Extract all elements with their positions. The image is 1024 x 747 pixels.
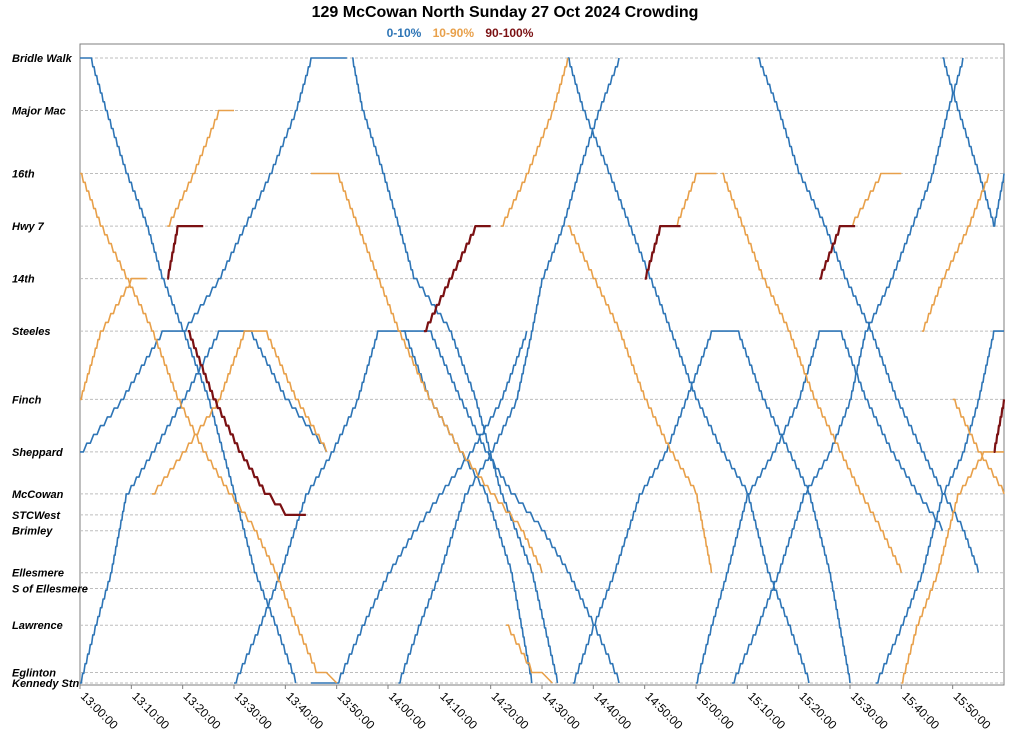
x-tick-label: 14:50:00: [643, 689, 686, 732]
series-line: [921, 173, 990, 332]
x-tick-label: 13:40:00: [283, 689, 326, 732]
series-line: [567, 57, 810, 684]
stop-label: Finch: [12, 394, 42, 406]
series-line: [167, 225, 204, 280]
series-line: [352, 57, 559, 684]
series-line: [757, 57, 980, 573]
stop-label: S of Ellesmere: [12, 583, 88, 595]
series-line: [403, 330, 620, 684]
series-line: [234, 330, 533, 684]
series-line: [80, 172, 338, 684]
series-line: [721, 172, 903, 573]
stop-label: Hwy 7: [12, 221, 45, 233]
x-tick-label: 15:30:00: [848, 689, 891, 732]
x-tick-label: 14:10:00: [437, 689, 480, 732]
x-tick-label: 14:40:00: [591, 689, 634, 732]
series-line: [167, 109, 234, 227]
x-tick-label: 15:40:00: [899, 689, 942, 732]
x-tick-label: 14:00:00: [386, 689, 429, 732]
series-line: [942, 57, 1005, 227]
x-tick-label: 14:30:00: [540, 689, 583, 732]
stop-label: McCowan: [12, 489, 64, 501]
stop-label: Kennedy Stn: [12, 678, 80, 690]
x-tick-label: 14:20:00: [489, 689, 532, 732]
x-tick-label: 13:30:00: [232, 689, 275, 732]
stop-label: STCWest: [12, 510, 61, 522]
series-line: [423, 225, 491, 333]
legend-entry-low: 0-10%: [386, 26, 422, 40]
series-line: [187, 330, 306, 516]
x-tick-label: 15:10:00: [745, 689, 788, 732]
series-line: [80, 57, 347, 453]
x-tick-label: 15:20:00: [797, 689, 840, 732]
stop-label: 14th: [12, 274, 35, 286]
stop-label: Major Mac: [12, 106, 66, 118]
series-line: [80, 330, 328, 684]
x-tick-label: 13:00:00: [78, 689, 121, 732]
x-tick-label: 15:00:00: [694, 689, 737, 732]
chart-title: 129 McCowan North Sunday 27 Oct 2024 Cro…: [311, 4, 699, 21]
x-tick-label: 15:50:00: [951, 689, 994, 732]
series-line: [850, 172, 902, 227]
stop-label: Eglinton: [12, 667, 56, 679]
series-line: [500, 57, 569, 227]
series-line: [506, 624, 553, 684]
series-line: [572, 330, 851, 684]
x-tick-label: 13:20:00: [181, 689, 224, 732]
series-line: [567, 225, 713, 573]
series-line: [993, 399, 1006, 453]
series-line: [696, 330, 944, 684]
stop-label: Sheppard: [12, 447, 63, 459]
stop-label: Ellesmere: [12, 568, 64, 580]
stop-label: Steeles: [12, 326, 51, 338]
series-line: [675, 172, 717, 227]
series-line: [80, 277, 147, 401]
stop-label: Bridle Walk: [12, 53, 73, 65]
legend: 0-10% 10-90% 90-100%: [0, 26, 920, 40]
series-line: [311, 330, 528, 684]
x-tick-label: 13:50:00: [335, 689, 378, 732]
series-line: [644, 225, 681, 280]
series-line: [398, 57, 620, 684]
stop-label: Brimley: [12, 526, 53, 538]
series-line: [952, 398, 1005, 495]
series-line: [151, 330, 328, 495]
series-line: [80, 57, 297, 684]
series-line: [819, 225, 856, 280]
stop-label: 16th: [12, 169, 35, 181]
x-tick-label: 13:10:00: [129, 689, 172, 732]
series-line: [875, 330, 1004, 684]
series-line: [311, 172, 543, 573]
series-line: [731, 57, 964, 684]
legend-entry-mid: 10-90%: [432, 26, 474, 40]
legend-entry-high: 90-100%: [485, 26, 534, 40]
stop-label: Lawrence: [12, 620, 63, 632]
series-line: [901, 451, 1004, 684]
